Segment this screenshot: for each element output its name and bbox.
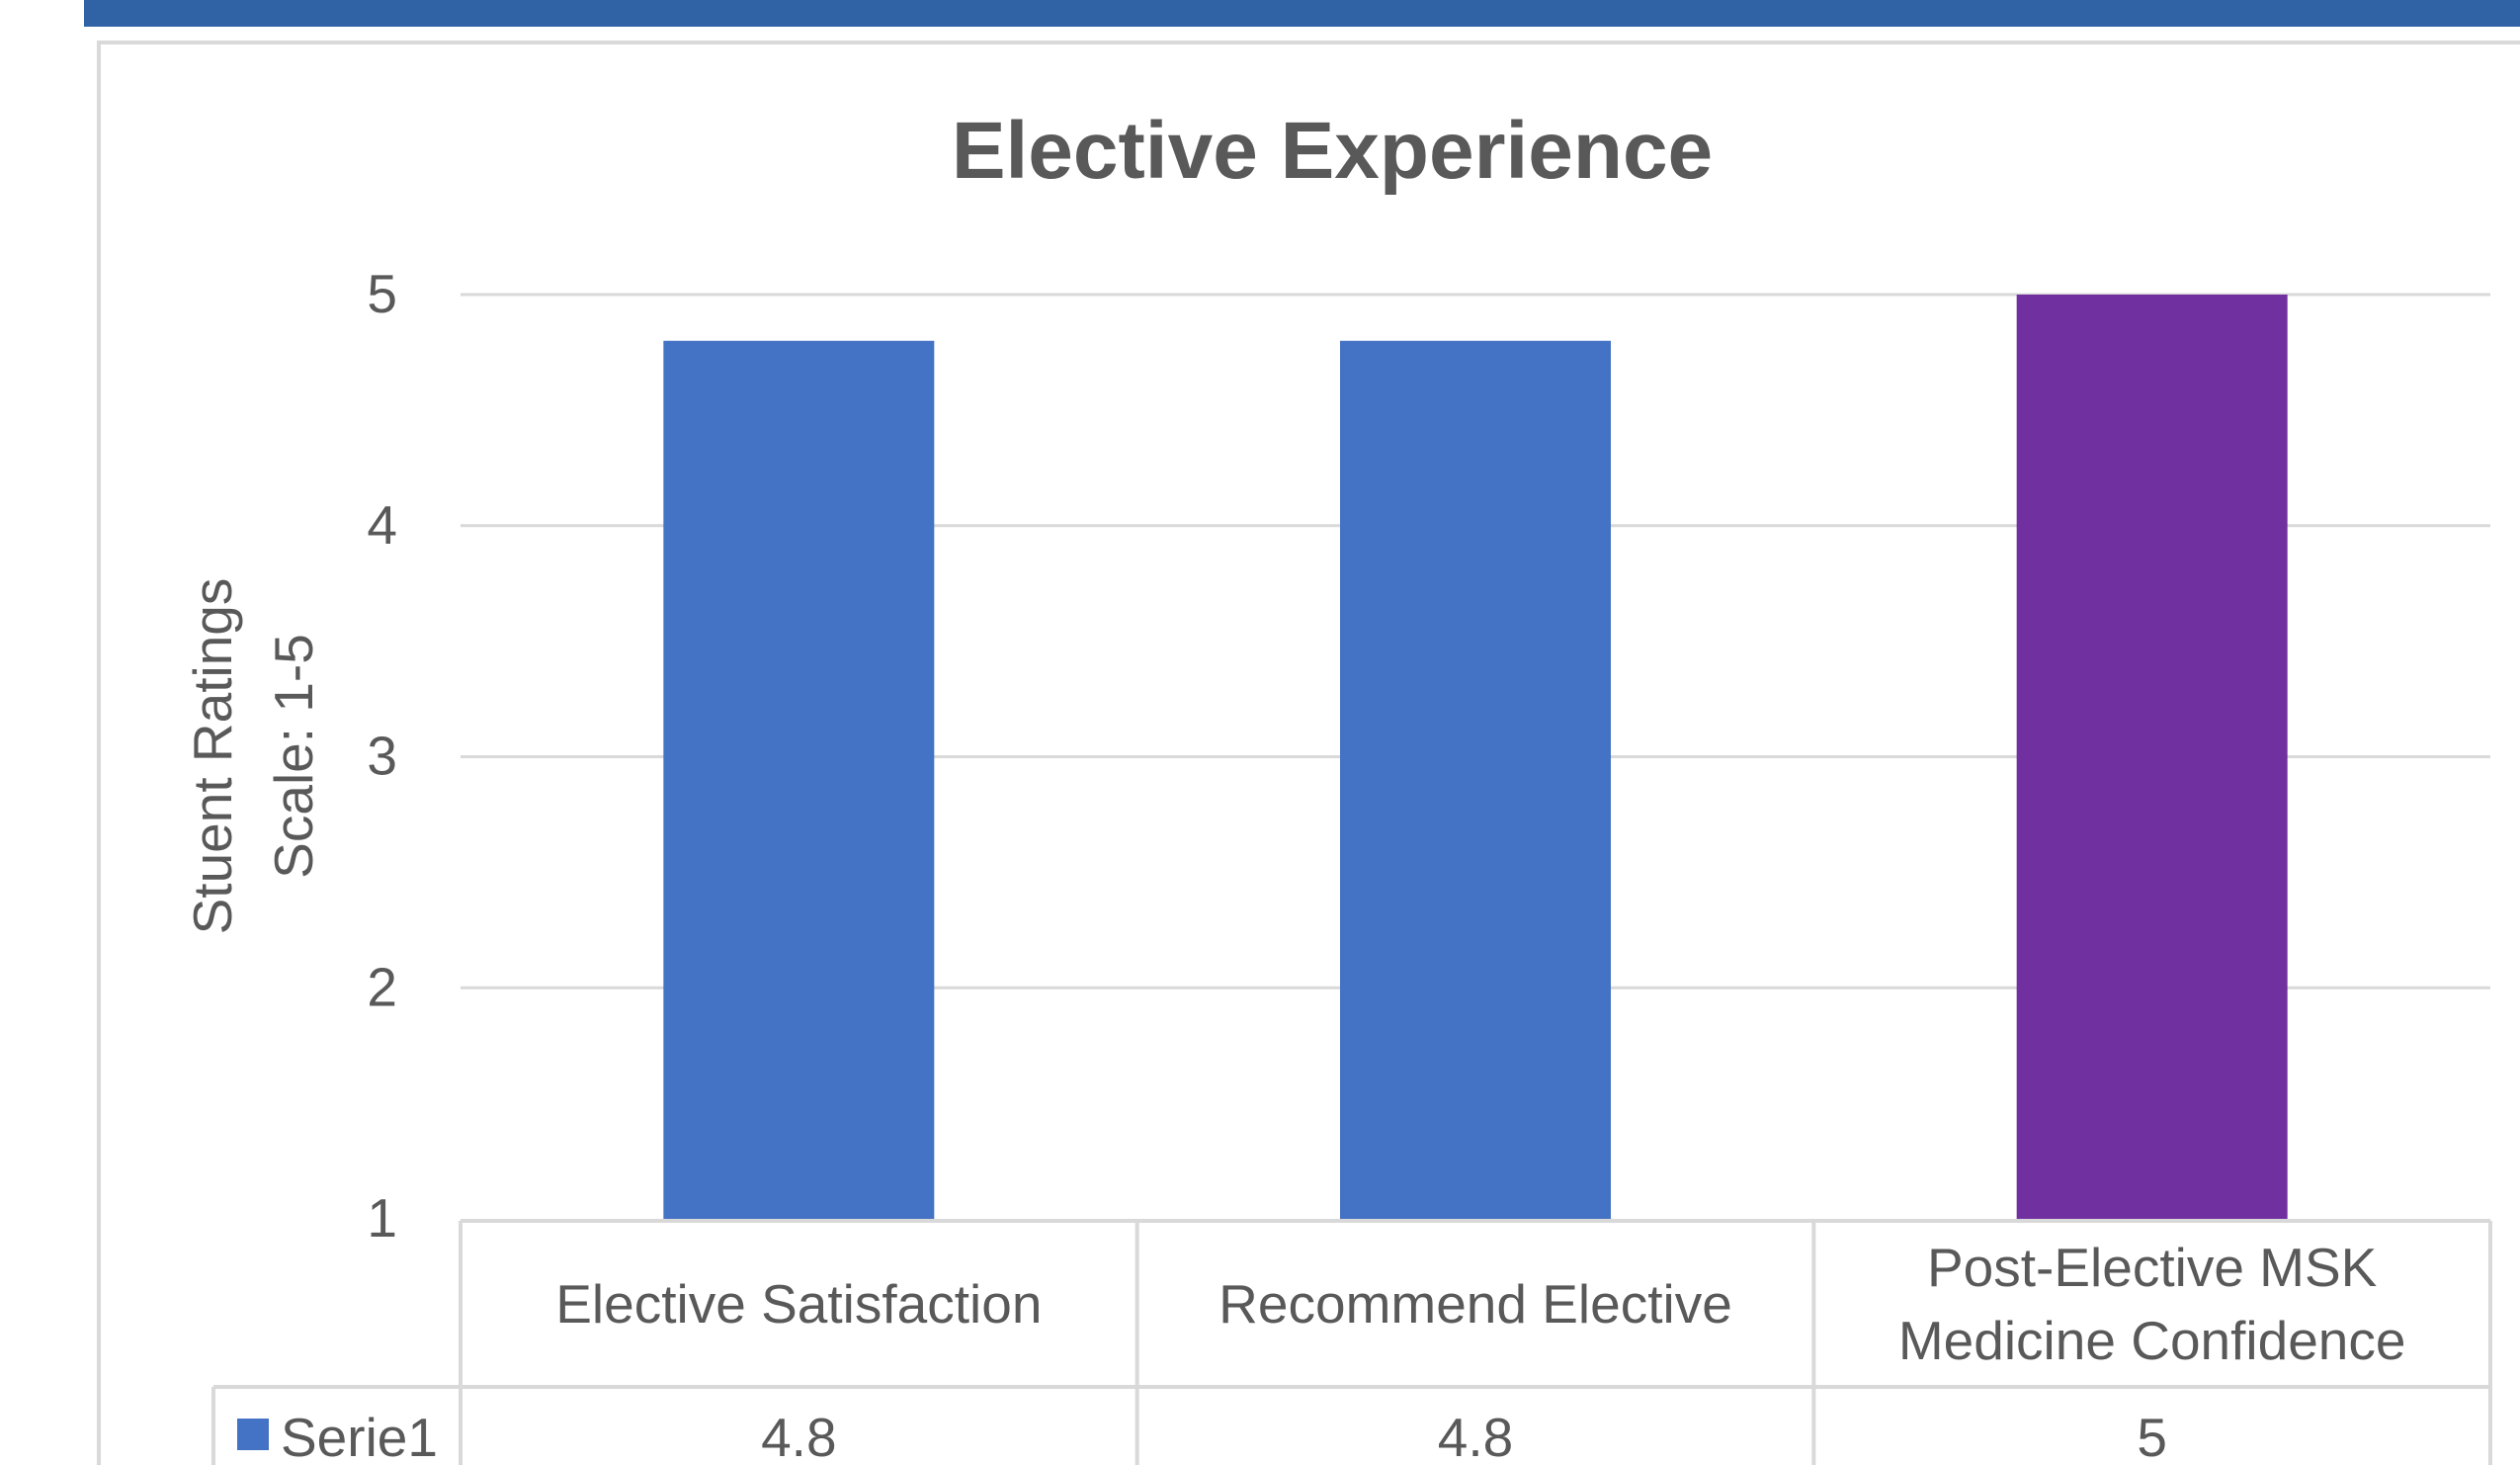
category-label: Medicine Confidence [1898, 1310, 2406, 1371]
bar [663, 340, 935, 1219]
data-table: Elective Satisfaction Recommend Elective P… [211, 1219, 2492, 1465]
y-tick-label: 4 [367, 494, 397, 556]
category-label: Post-Elective MSK [1927, 1237, 2378, 1298]
y-axis-label-line-1: Stuent Ratings [182, 578, 243, 935]
y-tick-label: 1 [367, 1187, 397, 1249]
y-axis-ticks: 1 2 3 4 5 [367, 263, 397, 1249]
bars [663, 295, 2288, 1219]
y-tick-label: 5 [367, 263, 397, 324]
bar [2016, 295, 2288, 1219]
category-label: Elective Satisfaction [555, 1273, 1042, 1335]
y-tick-label: 2 [367, 956, 397, 1017]
data-value-label: 4.8 [761, 1407, 836, 1465]
header-band [84, 0, 2520, 27]
y-tick-label: 3 [367, 726, 397, 787]
bar [1340, 340, 1611, 1219]
chart-frame [97, 41, 2520, 1465]
series-name: Serie1 [281, 1407, 438, 1465]
data-value-label: 4.8 [1438, 1407, 1513, 1465]
category-label: Recommend Elective [1218, 1273, 1732, 1335]
chart-title: Elective Experience [952, 106, 1713, 196]
y-axis-label: Stuent Ratings Scale: 1-5 [182, 578, 324, 935]
data-value-label: 5 [2137, 1407, 2167, 1465]
y-axis-label-line-2: Scale: 1-5 [263, 634, 324, 879]
legend-key [237, 1419, 269, 1450]
